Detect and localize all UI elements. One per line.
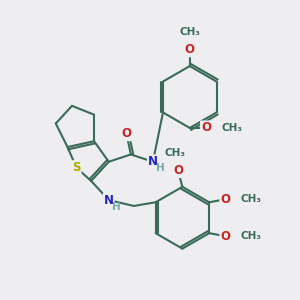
Text: N: N	[104, 194, 114, 207]
Text: O: O	[220, 193, 230, 206]
Text: CH₃: CH₃	[164, 148, 185, 158]
Text: N: N	[148, 155, 158, 168]
Text: O: O	[185, 44, 195, 56]
Text: H: H	[112, 202, 121, 212]
Text: CH₃: CH₃	[179, 27, 200, 37]
Text: O: O	[201, 122, 211, 134]
Text: CH₃: CH₃	[240, 194, 261, 204]
Text: O: O	[220, 230, 230, 243]
Text: CH₃: CH₃	[240, 231, 261, 241]
Text: H: H	[156, 163, 165, 173]
Text: O: O	[173, 164, 183, 177]
Text: S: S	[72, 161, 81, 174]
Text: CH₃: CH₃	[221, 123, 242, 133]
Text: O: O	[122, 127, 131, 140]
